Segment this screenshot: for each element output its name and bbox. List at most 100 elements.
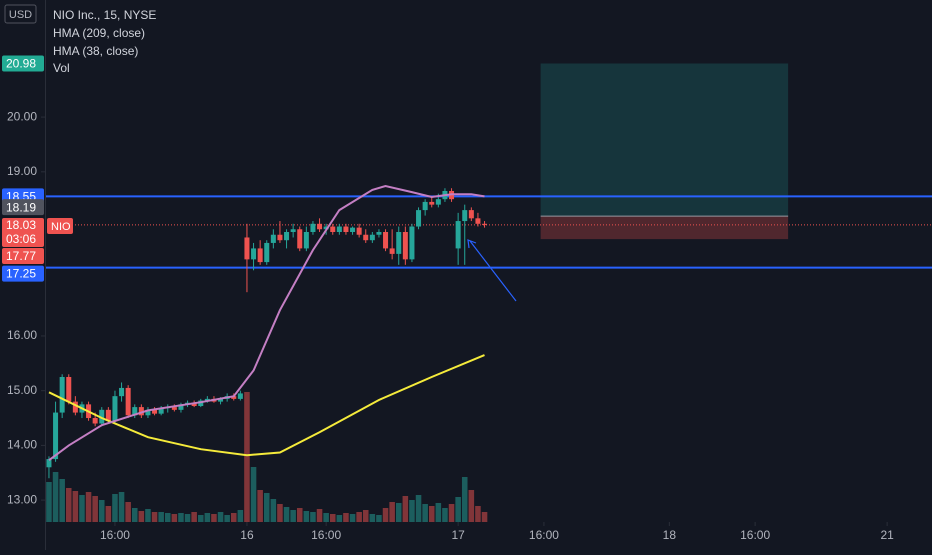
volume-bar bbox=[343, 513, 349, 522]
volume-bar bbox=[118, 492, 125, 522]
volume-bar bbox=[428, 506, 435, 522]
volume-bar bbox=[164, 513, 171, 522]
volume-bar bbox=[475, 506, 481, 522]
volume-bar bbox=[263, 493, 270, 522]
volume-bar bbox=[138, 511, 145, 522]
volume-bar bbox=[323, 513, 329, 522]
y-tick-label: 16.00 bbox=[7, 328, 37, 342]
volume-bar bbox=[65, 488, 72, 522]
bar-countdown: 03:06 bbox=[6, 232, 36, 246]
currency[interactable]: USD bbox=[9, 9, 32, 21]
volume-bar bbox=[105, 506, 112, 522]
volume-bar bbox=[303, 511, 310, 522]
legend-entry: HMA (38, close) bbox=[53, 44, 138, 58]
volume-bar bbox=[382, 508, 389, 522]
volume-bar bbox=[257, 490, 263, 522]
candle-body bbox=[257, 248, 263, 263]
candle-body bbox=[297, 229, 303, 249]
candle-body bbox=[336, 226, 342, 232]
candle-body bbox=[402, 232, 408, 260]
level-price-tag-bg bbox=[2, 265, 44, 282]
candle-body bbox=[416, 210, 422, 227]
candle-body bbox=[303, 232, 309, 249]
volume-bar bbox=[316, 509, 323, 522]
volume-bar bbox=[329, 514, 336, 522]
x-tick-label: 16:00 bbox=[529, 528, 559, 542]
candle-body bbox=[310, 223, 316, 232]
volume-bar bbox=[59, 479, 65, 522]
annotation-arrow-head bbox=[467, 239, 477, 249]
volume-bar bbox=[389, 502, 395, 522]
candle-body bbox=[158, 408, 164, 414]
volume-bar bbox=[455, 497, 461, 522]
x-tick-label: 21 bbox=[880, 528, 894, 542]
volume-bar bbox=[224, 515, 230, 522]
volume-bar bbox=[131, 508, 138, 522]
x-tick-label: 16:00 bbox=[311, 528, 341, 542]
volume-bar bbox=[178, 513, 184, 522]
y-tick-label: 20.00 bbox=[7, 109, 37, 123]
candle-body bbox=[363, 234, 369, 241]
candle-body bbox=[389, 248, 395, 254]
candle-body bbox=[112, 396, 118, 421]
x-tick-label: 16:00 bbox=[100, 528, 130, 542]
legend-entry: HMA (209, close) bbox=[53, 26, 145, 40]
stop-price-tag: 17.77 bbox=[6, 249, 36, 263]
annotation-arrow bbox=[469, 240, 517, 302]
indicator-line bbox=[48, 354, 485, 457]
candle-body bbox=[251, 248, 257, 260]
volume-bar bbox=[46, 482, 52, 522]
x-tick-label: 16:00 bbox=[740, 528, 770, 542]
x-tick-label: 18 bbox=[663, 528, 677, 542]
volume-bar bbox=[270, 499, 277, 522]
volume-bar bbox=[349, 514, 356, 522]
volume-bar bbox=[145, 509, 151, 522]
volume-bar bbox=[415, 495, 422, 522]
volume-bar bbox=[369, 514, 376, 522]
legend-title: NIO Inc., 15, NYSE bbox=[53, 8, 156, 22]
candle-body bbox=[383, 232, 389, 249]
volume-bar bbox=[336, 515, 343, 522]
candle-body bbox=[171, 407, 177, 410]
indicator-line bbox=[48, 184, 485, 462]
entry-price-tag: 18.19 bbox=[6, 200, 36, 214]
position-profit-zone bbox=[540, 63, 789, 217]
candle-body bbox=[53, 412, 59, 460]
volume-bar bbox=[435, 503, 442, 522]
volume-bar bbox=[468, 490, 475, 522]
currency-box[interactable] bbox=[4, 4, 37, 24]
legend-entry: Vol bbox=[53, 61, 70, 75]
volume-bar bbox=[52, 472, 59, 522]
candle-body bbox=[462, 210, 468, 222]
x-tick-label: 16 bbox=[240, 528, 254, 542]
candle-body bbox=[204, 398, 210, 401]
candle-body bbox=[435, 199, 441, 205]
volume-bar bbox=[217, 512, 224, 522]
y-tick-label: 15.00 bbox=[7, 383, 37, 397]
candle-body bbox=[231, 396, 237, 399]
plot-area bbox=[45, 63, 932, 522]
volume-bar bbox=[204, 513, 211, 522]
position-loss-zone bbox=[540, 216, 789, 240]
entry-price-tag-bg bbox=[2, 199, 44, 216]
candle-body bbox=[482, 223, 488, 225]
target-price-tag-bg bbox=[2, 55, 44, 72]
volume-bar bbox=[244, 392, 250, 522]
volume-bar bbox=[92, 496, 98, 522]
candle-body bbox=[138, 407, 144, 416]
candle-body bbox=[455, 221, 461, 249]
candle-body bbox=[218, 398, 224, 402]
candle-body bbox=[284, 232, 290, 241]
candle-body bbox=[92, 418, 98, 424]
target-price-tag: 20.98 bbox=[6, 57, 36, 71]
volume-bar bbox=[283, 507, 290, 522]
candle-body bbox=[350, 227, 356, 232]
candle-body bbox=[356, 227, 362, 235]
volume-bar bbox=[422, 504, 428, 522]
candle-body bbox=[475, 218, 481, 224]
volume-bar bbox=[79, 495, 85, 522]
candle-body bbox=[422, 201, 428, 211]
volume-bar bbox=[402, 496, 409, 522]
candle-body bbox=[198, 400, 204, 406]
